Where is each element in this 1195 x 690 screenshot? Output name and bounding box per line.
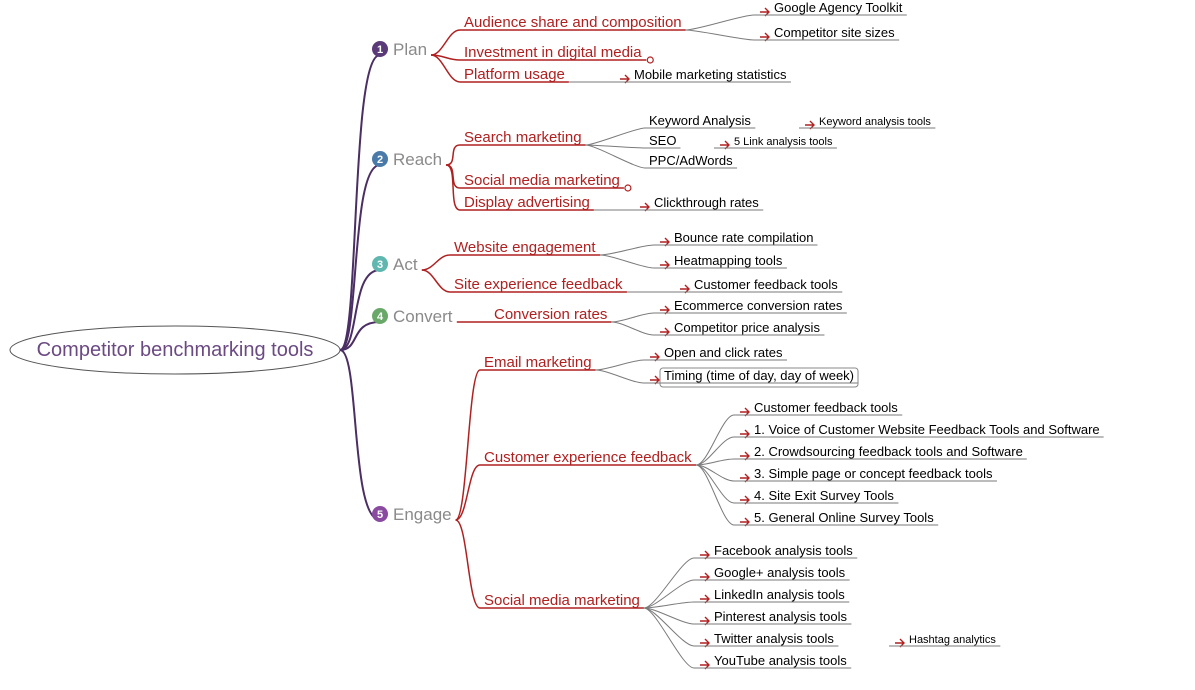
connector xyxy=(456,465,480,520)
connector xyxy=(340,350,380,520)
branch-label: Display advertising xyxy=(464,194,590,211)
leaf-label: Keyword analysis tools xyxy=(819,116,931,128)
leaf-label: Timing (time of day, day of week) xyxy=(664,368,854,383)
leaf-label: Facebook analysis tools xyxy=(714,543,853,558)
leaf-label: Customer feedback tools xyxy=(694,277,838,292)
leaf-label: 4. Site Exit Survey Tools xyxy=(754,488,894,503)
connector xyxy=(422,255,450,270)
leaf-label: Competitor price analysis xyxy=(674,320,820,335)
connector xyxy=(644,608,694,646)
connector xyxy=(422,270,450,292)
collapsed-node-icon xyxy=(647,57,653,63)
child-label: PPC/AdWords xyxy=(649,153,733,168)
branch-label: Customer experience feedback xyxy=(484,449,692,466)
section-label: Convert xyxy=(393,307,453,326)
section-label: Engage xyxy=(393,505,452,524)
branch-label: Social media marketing xyxy=(464,172,620,189)
leaf-label: Hashtag analytics xyxy=(909,634,996,646)
branch-label: Conversion rates xyxy=(494,306,607,323)
connector xyxy=(611,322,654,335)
leaf-label: 5 Link analysis tools xyxy=(734,136,833,148)
section-label: Plan xyxy=(393,40,427,59)
branch-label: Website engagement xyxy=(454,239,596,256)
leaf-label: Mobile marketing statistics xyxy=(634,67,787,82)
section-label: Act xyxy=(393,255,418,274)
branch-label: Email marketing xyxy=(484,354,592,371)
mindmap-canvas: Competitor benchmarking tools 1 Plan Audien… xyxy=(0,0,1195,690)
connector xyxy=(686,30,754,40)
section-label: Reach xyxy=(393,150,442,169)
leaf-label: Bounce rate compilation xyxy=(674,230,813,245)
collapsed-node-icon xyxy=(625,185,631,191)
connector xyxy=(696,415,734,465)
leaf-label: 3. Simple page or concept feedback tools xyxy=(754,466,993,481)
badge-number: 2 xyxy=(377,154,383,166)
connector xyxy=(431,30,460,55)
leaf-label: Pinterest analysis tools xyxy=(714,609,847,624)
connector xyxy=(340,55,380,350)
branch-label: Investment in digital media xyxy=(464,44,642,61)
child-label: Keyword Analysis xyxy=(649,113,751,128)
connector xyxy=(644,608,694,624)
connector xyxy=(596,370,644,383)
leaf-label: Open and click rates xyxy=(664,345,783,360)
leaf-label: Customer feedback tools xyxy=(754,400,898,415)
leaf-label: Competitor site sizes xyxy=(774,25,895,40)
badge-number: 5 xyxy=(377,509,383,521)
connector xyxy=(696,465,734,503)
leaf-label: Ecommerce conversion rates xyxy=(674,298,843,313)
leaf-label: 1. Voice of Customer Website Feedback To… xyxy=(754,422,1100,437)
connector xyxy=(586,145,645,168)
branch-label: Platform usage xyxy=(464,66,565,83)
connector xyxy=(456,520,480,608)
leaf-label: LinkedIn analysis tools xyxy=(714,587,845,602)
leaf-label: Clickthrough rates xyxy=(654,195,759,210)
connector xyxy=(596,360,644,370)
branch-label: Search marketing xyxy=(464,129,582,146)
badge-number: 4 xyxy=(377,311,384,323)
leaf-label: 2. Crowdsourcing feedback tools and Soft… xyxy=(754,444,1023,459)
branch-label: Social media marketing xyxy=(484,592,640,609)
leaf-label: Google+ analysis tools xyxy=(714,565,846,580)
connector xyxy=(446,145,460,165)
leaf-label: Google Agency Toolkit xyxy=(774,0,903,15)
root-label: Competitor benchmarking tools xyxy=(37,339,314,361)
leaf-label: Twitter analysis tools xyxy=(714,631,834,646)
branch-label: Site experience feedback xyxy=(454,276,623,293)
connector xyxy=(586,128,645,145)
leaf-label: YouTube analysis tools xyxy=(714,653,847,668)
leaf-label: 5. General Online Survey Tools xyxy=(754,510,934,525)
connector xyxy=(600,255,654,268)
badge-number: 1 xyxy=(377,44,383,56)
child-label: SEO xyxy=(649,133,676,148)
connector xyxy=(456,370,480,520)
badge-number: 3 xyxy=(377,259,383,271)
branch-label: Audience share and composition xyxy=(464,14,682,31)
connector xyxy=(696,465,734,525)
connector xyxy=(696,437,734,465)
connector xyxy=(611,313,654,322)
leaf-label: Heatmapping tools xyxy=(674,253,783,268)
connector xyxy=(600,245,654,255)
connector xyxy=(686,15,754,30)
connector xyxy=(644,608,694,668)
